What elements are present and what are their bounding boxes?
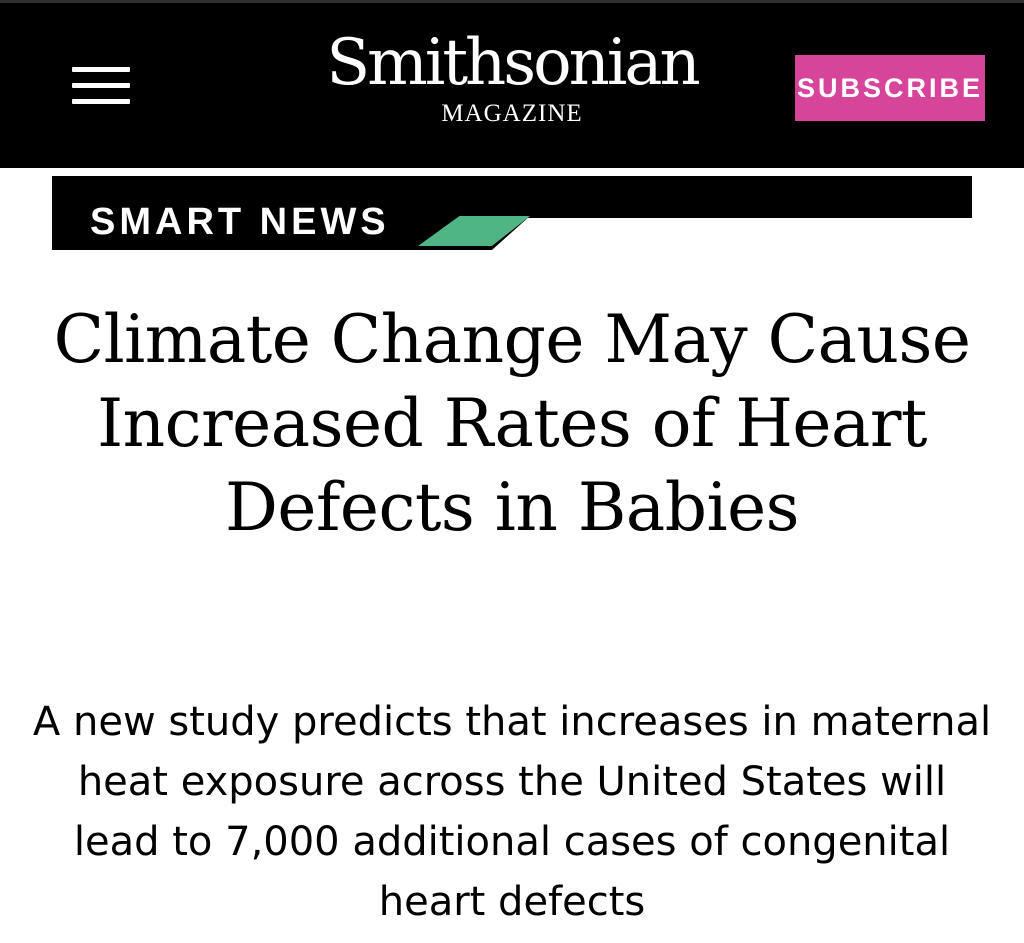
section-label[interactable]: SMART NEWS <box>90 201 390 243</box>
menu-bar <box>72 67 130 72</box>
hamburger-menu-icon[interactable] <box>72 65 130 109</box>
section-banner: SMART NEWS <box>52 176 972 250</box>
logo-subtitle: MAGAZINE <box>441 100 583 127</box>
logo-wordmark: Smithsonian <box>326 26 700 100</box>
site-header: Smithsonian MAGAZINE SUBSCRIBE <box>0 0 1024 168</box>
menu-bar <box>72 99 130 104</box>
article-dek: A new study predicts that increases in m… <box>32 699 992 925</box>
site-logo[interactable]: Smithsonian MAGAZINE <box>312 25 712 145</box>
banner-block <box>52 176 472 250</box>
subscribe-button[interactable]: SUBSCRIBE <box>795 55 985 121</box>
menu-bar <box>72 83 130 88</box>
article-headline: Climate Change May Cause Increased Rates… <box>53 301 971 546</box>
